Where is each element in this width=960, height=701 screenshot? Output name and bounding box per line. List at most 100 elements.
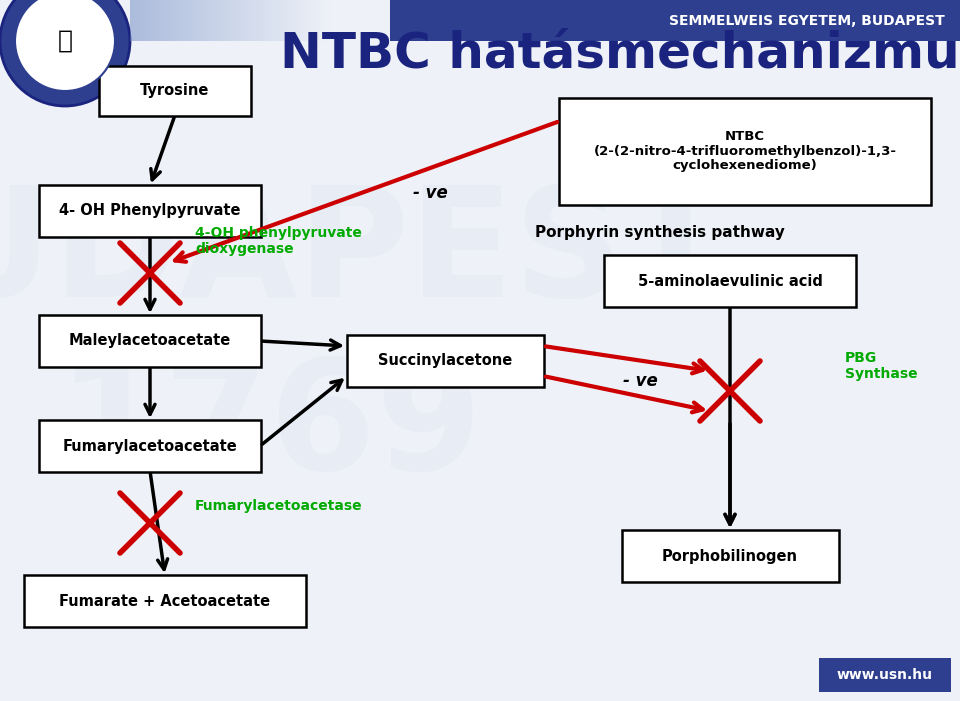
Bar bbox=[244, 0, 245, 41]
Bar bbox=[191, 0, 192, 41]
Bar bbox=[212, 0, 213, 41]
Bar bbox=[293, 0, 294, 41]
Bar bbox=[294, 0, 295, 41]
Bar bbox=[265, 0, 266, 41]
Text: 🏛: 🏛 bbox=[58, 29, 73, 53]
Bar bbox=[326, 0, 327, 41]
Bar bbox=[281, 0, 282, 41]
Bar bbox=[300, 0, 301, 41]
Bar bbox=[301, 0, 302, 41]
Bar bbox=[152, 0, 153, 41]
FancyBboxPatch shape bbox=[39, 185, 261, 237]
Bar bbox=[130, 0, 131, 41]
Bar bbox=[224, 0, 225, 41]
Bar bbox=[275, 0, 276, 41]
Bar bbox=[215, 0, 216, 41]
Text: PBG
Synthase: PBG Synthase bbox=[845, 351, 918, 381]
Bar bbox=[253, 0, 254, 41]
Bar bbox=[220, 0, 221, 41]
Bar bbox=[304, 0, 305, 41]
Bar bbox=[258, 0, 259, 41]
Bar bbox=[249, 0, 250, 41]
Bar bbox=[145, 0, 146, 41]
Bar bbox=[161, 0, 162, 41]
Bar bbox=[189, 0, 190, 41]
Bar bbox=[162, 0, 163, 41]
Bar bbox=[236, 0, 237, 41]
Bar bbox=[292, 0, 293, 41]
Bar bbox=[148, 0, 149, 41]
Bar bbox=[216, 0, 217, 41]
Bar bbox=[185, 0, 186, 41]
Bar bbox=[320, 0, 321, 41]
Bar bbox=[137, 0, 138, 41]
Bar bbox=[268, 0, 269, 41]
Text: 4-OH phenylpyruvate
dioxygenase: 4-OH phenylpyruvate dioxygenase bbox=[195, 226, 362, 256]
Bar bbox=[278, 0, 279, 41]
Bar bbox=[329, 0, 330, 41]
Text: NTBC
(2-(2-nitro-4-trifluoromethylbenzol)-1,3-
cyclohexenediome): NTBC (2-(2-nitro-4-trifluoromethylbenzol… bbox=[593, 130, 897, 172]
Bar bbox=[217, 0, 218, 41]
Text: NTBC hatásmechanizmusa: NTBC hatásmechanizmusa bbox=[280, 29, 960, 77]
Bar bbox=[239, 0, 240, 41]
Bar bbox=[154, 0, 155, 41]
Text: 5-aminolaevulinic acid: 5-aminolaevulinic acid bbox=[637, 273, 823, 289]
Bar bbox=[237, 0, 238, 41]
Bar bbox=[290, 0, 291, 41]
Bar bbox=[229, 0, 230, 41]
Bar bbox=[221, 0, 222, 41]
Text: Maleylacetoacetate: Maleylacetoacetate bbox=[69, 334, 231, 348]
Bar bbox=[328, 0, 329, 41]
Bar bbox=[314, 0, 315, 41]
Bar bbox=[302, 0, 303, 41]
Text: SEMMELWEIS EGYETEM, BUDAPEST: SEMMELWEIS EGYETEM, BUDAPEST bbox=[669, 14, 945, 28]
Bar bbox=[285, 0, 286, 41]
Bar bbox=[325, 0, 326, 41]
Bar bbox=[169, 0, 170, 41]
Bar bbox=[310, 0, 311, 41]
Bar bbox=[195, 0, 196, 41]
Bar bbox=[312, 0, 313, 41]
Bar bbox=[297, 0, 298, 41]
Bar bbox=[179, 0, 180, 41]
Text: Succinylacetone: Succinylacetone bbox=[378, 353, 512, 369]
Text: Fumarate + Acetoacetate: Fumarate + Acetoacetate bbox=[60, 594, 271, 608]
Bar bbox=[250, 0, 251, 41]
Bar bbox=[254, 0, 255, 41]
Bar bbox=[257, 0, 258, 41]
Bar bbox=[327, 0, 328, 41]
Bar bbox=[176, 0, 177, 41]
Bar bbox=[214, 0, 215, 41]
Bar bbox=[245, 0, 246, 41]
Bar bbox=[190, 0, 191, 41]
Bar bbox=[213, 0, 214, 41]
Text: - ve: - ve bbox=[623, 372, 658, 390]
Bar bbox=[248, 0, 249, 41]
Bar bbox=[153, 0, 154, 41]
Bar bbox=[149, 0, 150, 41]
Bar bbox=[240, 0, 241, 41]
Text: SEMMELWEIS: SEMMELWEIS bbox=[40, 0, 90, 6]
Bar bbox=[158, 0, 159, 41]
Bar bbox=[266, 0, 267, 41]
Bar bbox=[287, 0, 288, 41]
Bar bbox=[246, 0, 247, 41]
Text: Porphyrin synthesis pathway: Porphyrin synthesis pathway bbox=[535, 226, 785, 240]
Bar bbox=[317, 0, 318, 41]
Bar bbox=[222, 0, 223, 41]
Bar bbox=[174, 0, 175, 41]
Bar bbox=[226, 0, 227, 41]
Bar bbox=[171, 0, 172, 41]
Bar bbox=[157, 0, 158, 41]
Bar bbox=[307, 0, 308, 41]
Text: Fumarylacetoacetase: Fumarylacetoacetase bbox=[195, 499, 363, 513]
Bar bbox=[272, 0, 273, 41]
Ellipse shape bbox=[15, 0, 115, 91]
FancyBboxPatch shape bbox=[39, 420, 261, 472]
Bar bbox=[187, 0, 188, 41]
Bar bbox=[231, 0, 232, 41]
Bar bbox=[322, 0, 323, 41]
Bar bbox=[219, 0, 220, 41]
Bar bbox=[173, 0, 174, 41]
Bar bbox=[132, 0, 133, 41]
